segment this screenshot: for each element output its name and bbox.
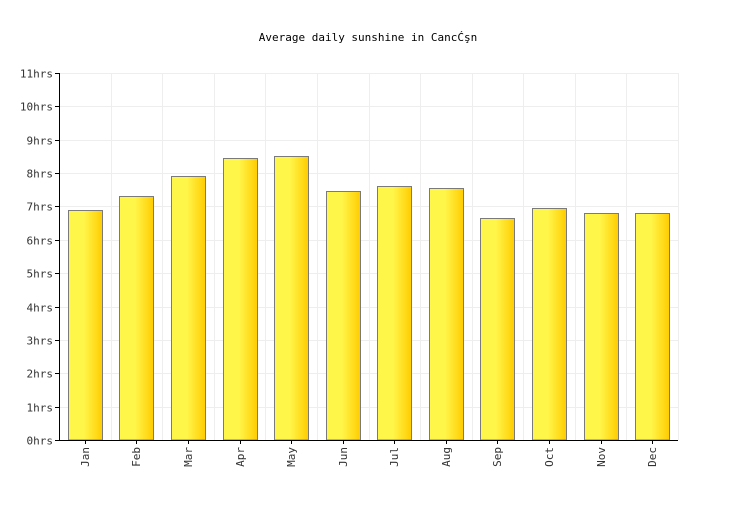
bar-jan <box>68 210 103 441</box>
bar-jul <box>377 186 412 441</box>
chart-title: Average daily sunshine in CancĆşn <box>259 31 478 44</box>
bar-nov <box>584 213 619 441</box>
bar-layer <box>68 156 670 441</box>
y-tick-label: 11hrs <box>20 68 53 81</box>
bar-mar <box>171 176 206 441</box>
bar-may <box>274 156 309 441</box>
x-tick-label: Feb <box>130 447 143 467</box>
x-tick-label: Sep <box>491 447 504 467</box>
axis-layer <box>55 73 678 444</box>
y-tick-label: 3hrs <box>27 335 54 348</box>
bar-oct <box>532 208 567 441</box>
x-tick-label: Jul <box>388 447 401 467</box>
x-tick-label: Nov <box>595 447 608 467</box>
bar-sep <box>480 218 515 441</box>
y-tick-label: 1hrs <box>27 402 54 415</box>
y-tick-label: 8hrs <box>27 168 54 181</box>
y-tick-label: 5hrs <box>27 268 54 281</box>
y-tick-label: 7hrs <box>27 201 54 214</box>
bar-jun <box>326 191 361 441</box>
grid-layer <box>59 73 679 440</box>
x-tick-label: Jan <box>79 447 92 467</box>
x-tick-label: Jun <box>337 447 350 467</box>
x-tick-label: Aug <box>440 447 453 467</box>
x-tick-label: Oct <box>543 447 556 467</box>
x-tick-label: Mar <box>182 447 195 467</box>
x-tick-label: Dec <box>646 447 659 467</box>
bar-aug <box>429 188 464 441</box>
y-tick-label: 4hrs <box>27 302 54 315</box>
label-layer: 0hrs 1hrs 2hrs 3hrs 4hrs 5hrs 6hrs 7hrs 8hrs 9hrs… <box>20 68 659 467</box>
y-tick-label: 6hrs <box>27 235 54 248</box>
y-tick-label: 9hrs <box>27 135 54 148</box>
y-tick-label: 10hrs <box>20 101 53 114</box>
x-tick-label: May <box>285 447 298 467</box>
bar-dec <box>635 213 670 441</box>
bar-feb <box>119 196 154 441</box>
bar-apr <box>223 158 258 441</box>
x-tick-label: Apr <box>234 447 247 467</box>
y-tick-label: 2hrs <box>27 368 54 381</box>
y-tick-label: 0hrs <box>27 435 54 448</box>
